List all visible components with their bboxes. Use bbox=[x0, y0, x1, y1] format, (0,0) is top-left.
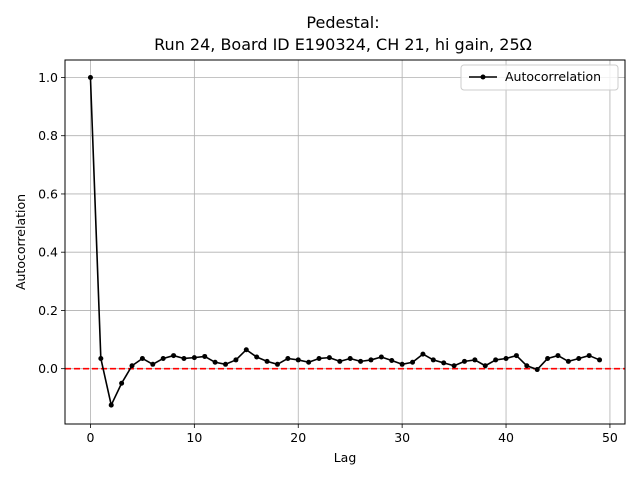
x-tick-label: 30 bbox=[394, 430, 410, 445]
y-tick-label: 0.4 bbox=[38, 245, 58, 260]
chart-title-line2: Run 24, Board ID E190324, CH 21, hi gain… bbox=[154, 35, 532, 54]
data-point bbox=[212, 359, 218, 365]
data-point bbox=[337, 358, 343, 364]
data-point bbox=[430, 357, 436, 363]
data-point bbox=[306, 359, 312, 365]
series-autocorrelation bbox=[87, 74, 603, 408]
legend-marker-swatch bbox=[480, 74, 486, 80]
data-point bbox=[493, 357, 499, 363]
data-point bbox=[420, 351, 426, 357]
data-point bbox=[326, 355, 332, 361]
data-point bbox=[274, 361, 280, 367]
data-point bbox=[482, 363, 488, 369]
data-point bbox=[108, 402, 114, 408]
axis-ticks: 0 10 20 30 40 50 0.0 0.2 0.4 0.6 0.8 1.0 bbox=[38, 70, 618, 445]
data-point bbox=[461, 358, 467, 364]
x-tick-label: 10 bbox=[186, 430, 202, 445]
x-tick-label: 40 bbox=[498, 430, 514, 445]
data-point bbox=[316, 355, 322, 361]
data-point bbox=[597, 357, 603, 363]
data-point bbox=[576, 355, 582, 361]
data-point bbox=[139, 355, 145, 361]
data-point bbox=[586, 353, 592, 359]
data-point bbox=[191, 355, 197, 361]
data-point bbox=[254, 354, 260, 360]
data-point bbox=[264, 358, 270, 364]
data-point bbox=[555, 353, 561, 359]
data-point bbox=[295, 357, 301, 363]
chart-title-line1: Pedestal: bbox=[306, 13, 379, 32]
data-point bbox=[160, 355, 166, 361]
data-point bbox=[233, 357, 239, 363]
legend: Autocorrelation bbox=[460, 64, 619, 91]
x-tick-label: 20 bbox=[290, 430, 306, 445]
data-point bbox=[472, 357, 478, 363]
legend-box bbox=[460, 64, 619, 91]
data-point bbox=[98, 355, 104, 361]
data-point bbox=[202, 353, 208, 359]
data-point bbox=[378, 354, 384, 360]
data-point bbox=[223, 361, 229, 367]
y-axis-label: Autocorrelation bbox=[13, 194, 28, 290]
data-point bbox=[358, 358, 364, 364]
data-point bbox=[119, 380, 125, 386]
x-axis-label: Lag bbox=[334, 450, 357, 465]
data-point bbox=[87, 74, 93, 80]
data-point bbox=[243, 347, 249, 353]
y-tick-label: 1.0 bbox=[38, 70, 58, 85]
data-point bbox=[150, 361, 156, 367]
data-point bbox=[181, 355, 187, 361]
data-point bbox=[399, 361, 405, 367]
x-tick-label: 50 bbox=[602, 430, 618, 445]
data-point bbox=[368, 357, 374, 363]
data-point bbox=[347, 355, 353, 361]
legend-label: Autocorrelation bbox=[505, 69, 601, 84]
y-tick-label: 0.0 bbox=[38, 361, 58, 376]
y-tick-label: 0.2 bbox=[38, 303, 58, 318]
plot-frame bbox=[64, 59, 626, 425]
data-point bbox=[565, 358, 571, 364]
data-point bbox=[451, 363, 457, 369]
y-tick-label: 0.8 bbox=[38, 128, 58, 143]
data-point bbox=[129, 363, 135, 369]
data-point bbox=[545, 355, 551, 361]
data-point bbox=[524, 363, 530, 369]
x-tick-label: 0 bbox=[86, 430, 94, 445]
data-point bbox=[534, 367, 540, 373]
data-point bbox=[285, 355, 291, 361]
data-point bbox=[513, 353, 519, 359]
data-point bbox=[410, 359, 416, 365]
data-point bbox=[389, 358, 395, 364]
data-point bbox=[171, 353, 177, 359]
data-point bbox=[441, 360, 447, 366]
data-point bbox=[503, 355, 509, 361]
y-tick-label: 0.6 bbox=[38, 186, 58, 201]
series-line bbox=[89, 77, 600, 406]
